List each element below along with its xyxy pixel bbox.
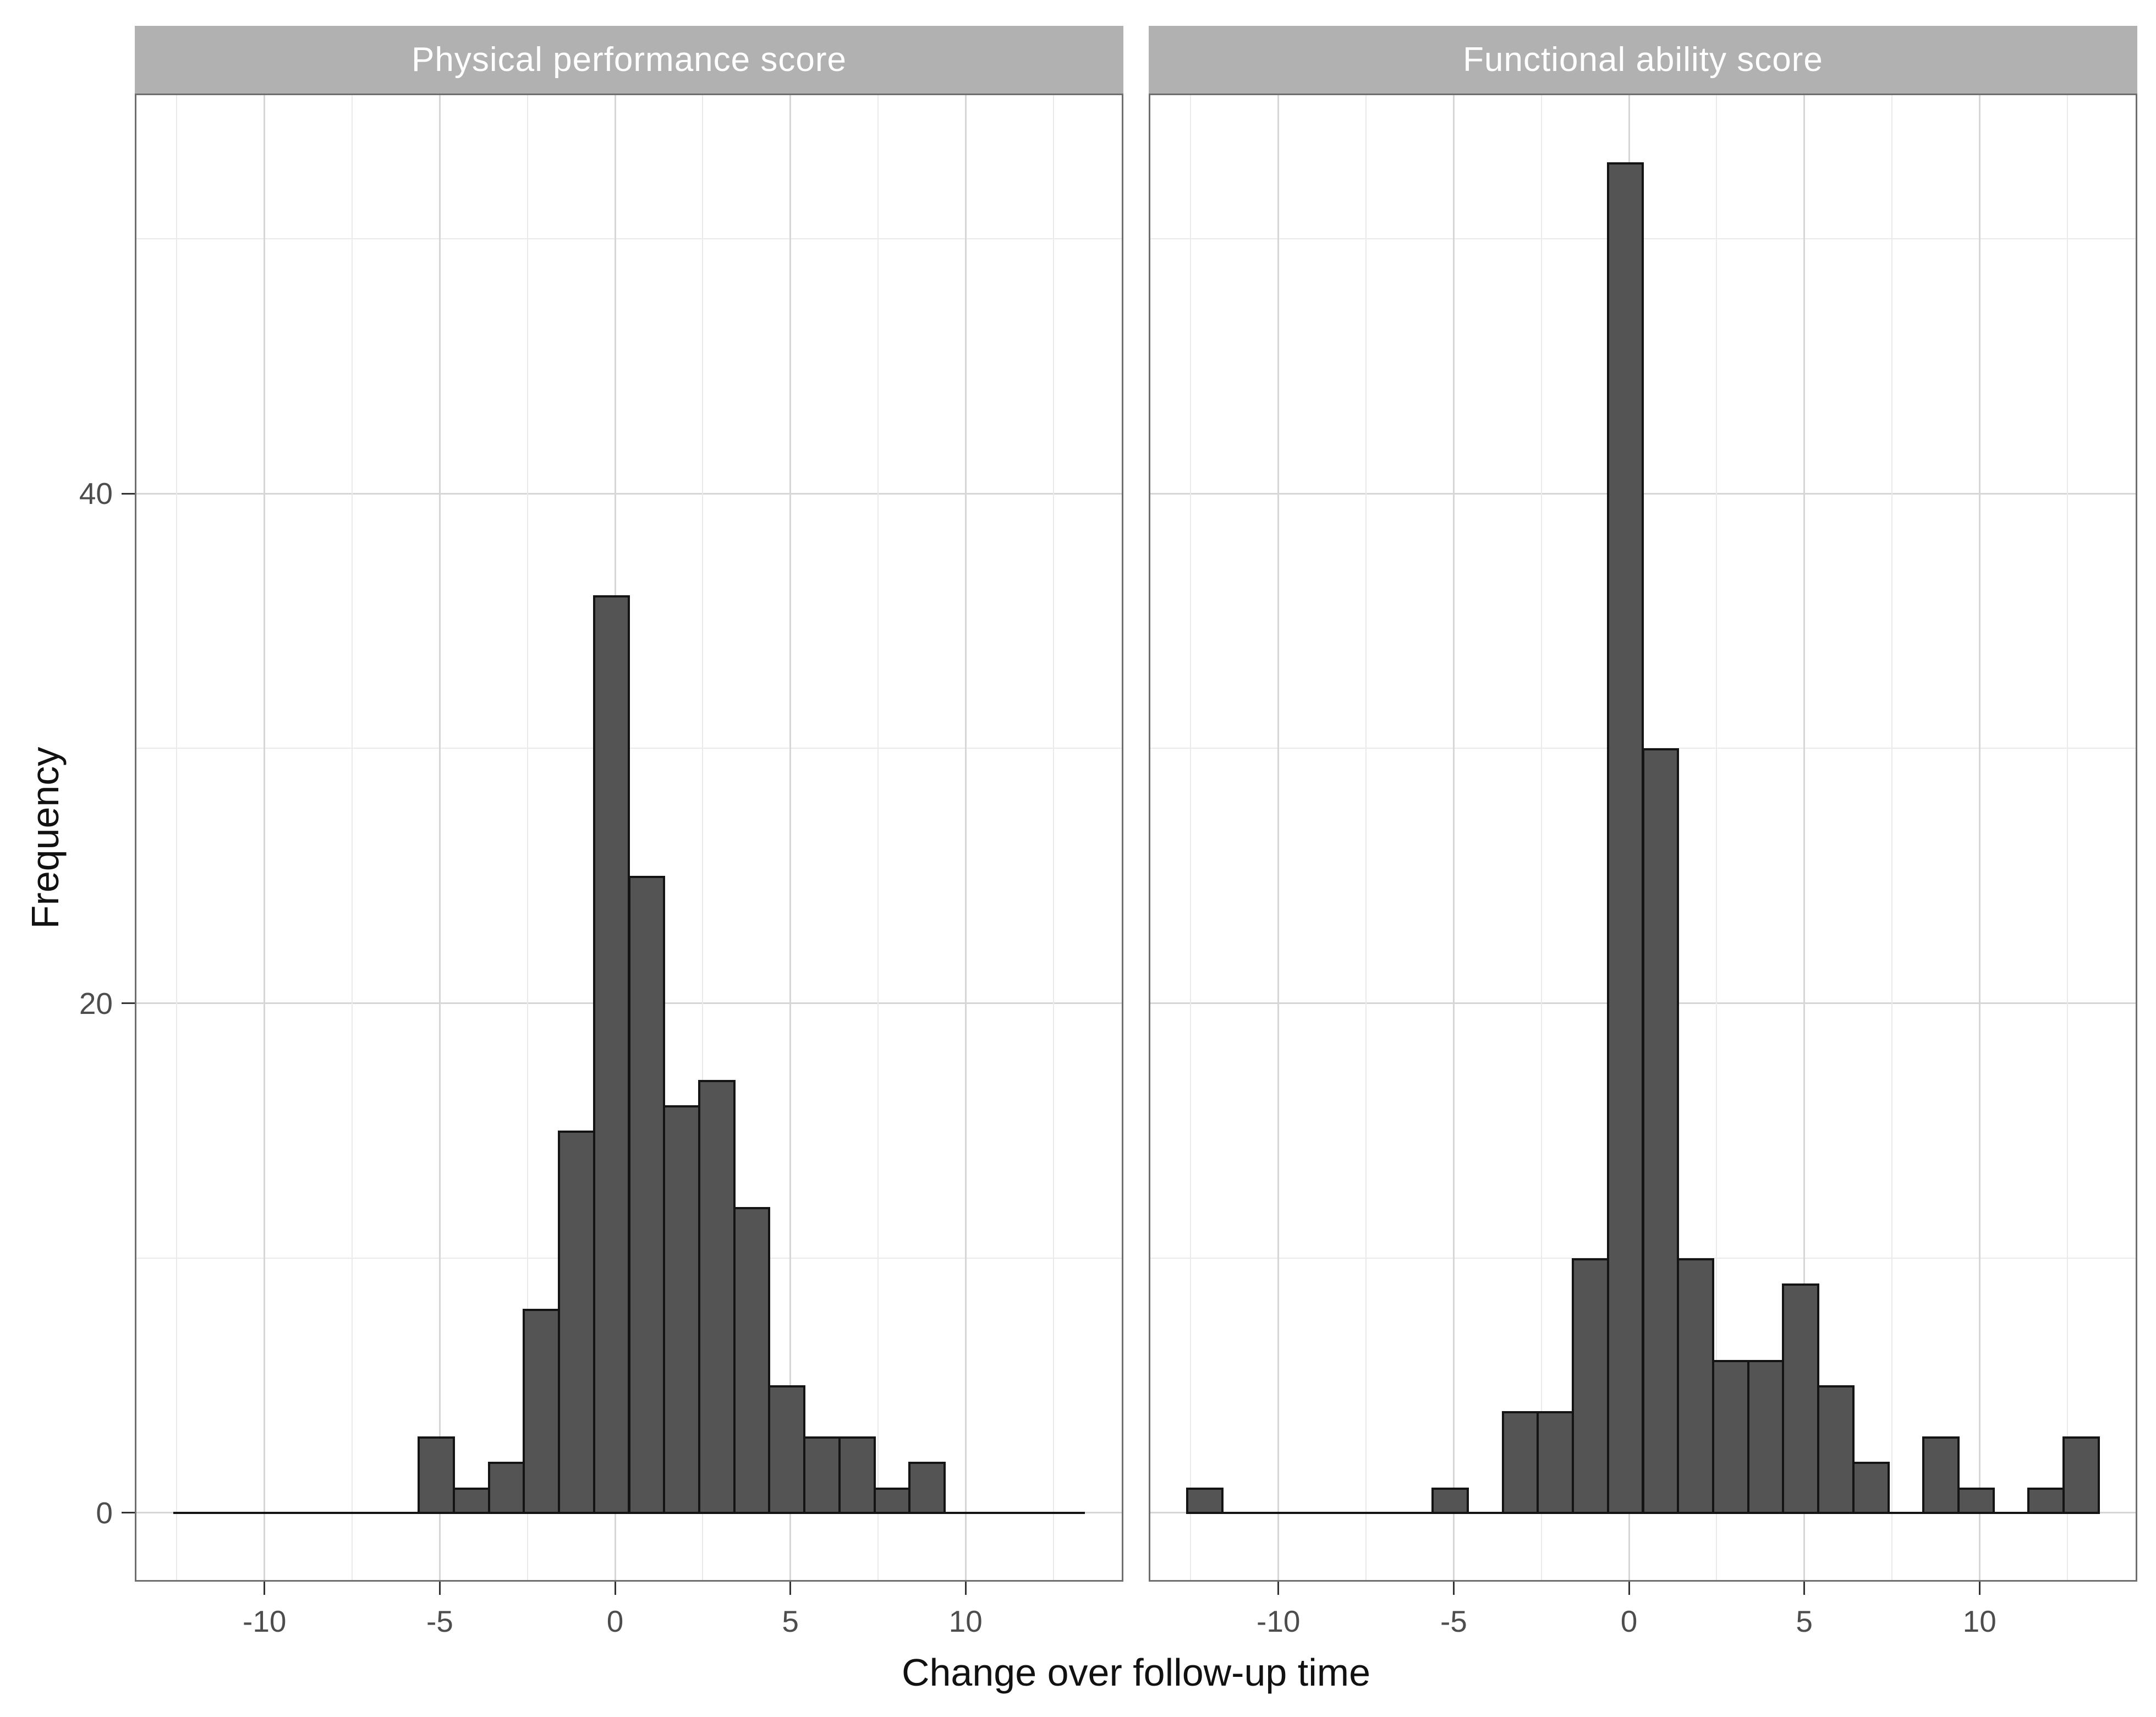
- x-gridline-minor: [1540, 94, 1542, 1582]
- facet-strip-right: Functional ability score: [1149, 26, 2137, 94]
- panel-border-right: [1149, 94, 2137, 1582]
- x-tick-label: 0: [1620, 1604, 1638, 1638]
- y-tick-mark: [122, 1512, 135, 1514]
- facet-strip-left: Physical performance score: [135, 26, 1123, 94]
- x-tick-label: -10: [243, 1604, 287, 1638]
- histogram-bar: [908, 1462, 946, 1514]
- x-gridline-minor: [1891, 94, 1892, 1582]
- facet-title-right: Functional ability score: [1463, 41, 1823, 79]
- y-tick-mark: [122, 1002, 135, 1005]
- histogram-bar: [1572, 1258, 1609, 1514]
- x-tick-label: -5: [1440, 1604, 1467, 1638]
- x-gridline-minor: [1716, 94, 1718, 1582]
- x-tick-mark: [1978, 1582, 1981, 1595]
- x-tick-label: -5: [426, 1604, 453, 1638]
- x-gridline-minor: [702, 94, 704, 1582]
- histogram-bar: [838, 1436, 876, 1514]
- x-tick-label: -10: [1257, 1604, 1301, 1638]
- x-tick-mark: [789, 1582, 792, 1595]
- histogram-bar: [1922, 1436, 1960, 1514]
- x-gridline-minor: [877, 94, 879, 1582]
- x-gridline-major: [964, 94, 967, 1582]
- x-tick-label: 0: [606, 1604, 624, 1638]
- x-gridline-major: [1978, 94, 1981, 1582]
- x-gridline-major: [789, 94, 792, 1582]
- histogram-bar: [1431, 1487, 1469, 1514]
- x-tick-label: 5: [782, 1604, 799, 1638]
- x-gridline-minor: [352, 94, 353, 1582]
- histogram-bar: [768, 1385, 806, 1514]
- x-gridline-minor: [2066, 94, 2068, 1582]
- histogram-bar: [452, 1487, 490, 1514]
- histogram-bar: [1852, 1462, 1890, 1514]
- histogram-bar: [698, 1079, 736, 1514]
- x-tick-mark: [1628, 1582, 1630, 1595]
- x-tick-label: 5: [1796, 1604, 1813, 1638]
- x-tick-mark: [438, 1582, 441, 1595]
- x-gridline-major: [1803, 94, 1806, 1582]
- y-gridline-major: [135, 492, 1123, 495]
- x-gridline-major: [264, 94, 266, 1582]
- y-tick-mark: [122, 492, 135, 495]
- x-gridline-minor: [526, 94, 528, 1582]
- histogram-bar: [733, 1207, 771, 1514]
- y-gridline-minor: [135, 238, 1123, 239]
- y-tick-label: 40: [79, 476, 113, 511]
- x-gridline-minor: [1190, 94, 1192, 1582]
- histogram-bar: [1642, 748, 1680, 1514]
- histogram-bar: [2062, 1436, 2100, 1514]
- histogram-bar: [1537, 1411, 1575, 1514]
- x-gridline-major: [438, 94, 441, 1582]
- x-gridline-major: [1452, 94, 1455, 1582]
- histogram-bar: [1817, 1385, 1855, 1514]
- x-tick-mark: [964, 1582, 967, 1595]
- x-gridline-minor: [1365, 94, 1367, 1582]
- x-gridline-minor: [176, 94, 178, 1582]
- x-tick-mark: [1452, 1582, 1455, 1595]
- x-gridline-minor: [1052, 94, 1054, 1582]
- histogram-bar: [558, 1131, 595, 1514]
- x-tick-mark: [1803, 1582, 1806, 1595]
- plot-panel-right: [1149, 94, 2137, 1582]
- histogram-bar: [593, 595, 630, 1514]
- panel-border-left: [135, 94, 1123, 1582]
- histogram-bar: [1186, 1487, 1224, 1514]
- x-tick-mark: [264, 1582, 266, 1595]
- histogram-bar: [628, 875, 666, 1514]
- plot-panel-left: [135, 94, 1123, 1582]
- x-tick-mark: [614, 1582, 616, 1595]
- histogram-bar: [418, 1436, 455, 1514]
- x-tick-mark: [1277, 1582, 1280, 1595]
- histogram-bar: [1957, 1487, 1995, 1514]
- y-tick-label: 0: [96, 1495, 113, 1530]
- facet-title-left: Physical performance score: [412, 41, 847, 79]
- x-gridline-major: [1277, 94, 1280, 1582]
- y-axis-title: Frequency: [24, 747, 67, 929]
- x-tick-label: 10: [948, 1604, 983, 1638]
- histogram-bar: [1677, 1258, 1714, 1514]
- x-axis-title: Change over follow-up time: [901, 1651, 1371, 1694]
- x-tick-label: 10: [1962, 1604, 1996, 1638]
- y-tick-label: 20: [79, 986, 113, 1021]
